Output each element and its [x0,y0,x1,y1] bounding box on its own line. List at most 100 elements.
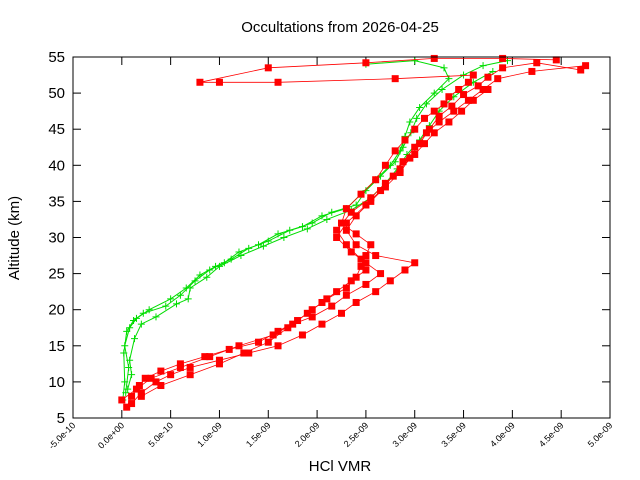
red-square-marker [362,280,370,288]
y-tick-label: 25 [48,266,65,283]
red-square-marker [357,262,365,270]
green-plus-marker [308,219,316,227]
green-plus-marker [137,320,145,328]
red-square-marker [411,150,419,158]
green-plus-marker [139,309,147,317]
red-square-marker [338,309,345,317]
red-square-marker [128,392,136,400]
red-square-marker [308,306,316,314]
red-square-marker [186,371,194,379]
red-square-marker [186,363,194,371]
red-square-marker [362,59,370,67]
red-square-marker [582,62,590,70]
green-plus-marker [399,143,407,151]
red-square-marker [274,78,282,86]
red-square-marker [367,197,375,205]
green-plus-marker [255,241,263,249]
y-tick-label: 10 [48,374,65,391]
red-square-marker [318,298,326,306]
green-plus-marker [162,302,170,310]
green-plus-marker [413,114,421,122]
green-plus-marker [274,230,282,238]
red-square-marker [484,73,492,81]
red-square-marker [474,82,482,90]
red-square-marker [406,154,414,162]
green-profile-line [124,60,508,393]
green-plus-marker [411,57,419,65]
red-square-marker [352,230,360,238]
green-plus-marker [124,385,132,393]
green-plus-marker [323,215,331,223]
red-square-marker [362,266,370,274]
red-square-marker [157,367,165,375]
y-tick-label: 45 [48,121,65,138]
red-profile-line [131,62,581,404]
red-square-marker [411,143,419,151]
green-plus-marker [196,271,204,279]
red-square-marker [352,298,360,306]
red-square-marker [352,212,360,220]
red-square-marker [377,270,385,278]
red-square-marker [225,345,233,353]
red-square-marker [381,161,389,169]
red-square-marker [367,241,375,249]
green-plus-marker [438,85,446,93]
red-square-marker [416,140,424,148]
red-square-marker [367,194,375,202]
red-square-marker [240,349,248,357]
red-square-marker [469,71,477,79]
red-square-marker [157,382,165,390]
green-plus-marker [172,300,180,308]
y-tick-label: 5 [57,410,65,427]
red-square-marker [552,56,560,64]
x-tick-label: 4.0e-09 [488,420,517,449]
red-square-marker [347,248,355,256]
red-square-marker [381,183,389,191]
data-layer [118,54,590,411]
red-square-marker [399,158,407,166]
green-plus-marker [391,158,399,166]
green-plus-marker [145,306,153,314]
green-plus-marker [416,104,424,112]
green-plus-marker [430,89,438,97]
red-square-marker [577,66,585,74]
red-square-marker [401,266,409,274]
green-plus-marker [184,295,192,303]
red-square-marker [357,255,365,263]
x-tick-label: 3.5e-09 [439,420,468,449]
red-square-marker [274,327,282,335]
y-tick-label: 15 [48,338,65,355]
green-plus-marker [245,244,253,252]
green-plus-marker [407,129,415,137]
green-plus-marker [126,324,134,332]
red-square-marker [377,187,385,195]
y-tick-label: 40 [48,157,65,174]
green-plus-marker [264,237,272,245]
green-plus-marker [479,62,487,70]
green-plus-marker [318,212,326,220]
green-plus-marker [123,327,131,335]
red-square-marker [303,309,311,317]
green-plus-marker [328,208,336,216]
y-tick-label: 20 [48,302,65,319]
red-square-marker [435,118,443,126]
x-tick-label: 3.0e-09 [390,420,419,449]
red-square-marker [420,114,428,122]
green-plus-marker [298,223,306,231]
green-plus-marker [131,335,139,343]
red-square-marker [499,54,507,62]
red-square-marker [362,259,370,267]
x-tick-label: 2.0e-09 [293,420,322,449]
red-square-marker [372,288,380,296]
red-square-marker [141,374,149,382]
red-square-marker [499,64,507,72]
red-square-marker [342,226,350,234]
x-tick-label: 5.0e-09 [586,420,615,449]
red-square-marker [245,349,253,357]
red-square-marker [342,291,350,299]
red-square-marker [128,400,136,408]
green-plus-marker [422,100,430,108]
red-square-marker [274,342,282,350]
red-square-marker [445,118,453,126]
red-square-marker [450,107,458,115]
